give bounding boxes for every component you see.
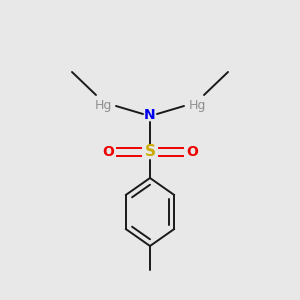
Text: Hg: Hg	[94, 98, 112, 112]
Text: O: O	[186, 145, 198, 159]
Text: S: S	[145, 145, 155, 160]
Text: N: N	[144, 108, 156, 122]
Text: Hg: Hg	[188, 98, 206, 112]
Text: O: O	[102, 145, 114, 159]
